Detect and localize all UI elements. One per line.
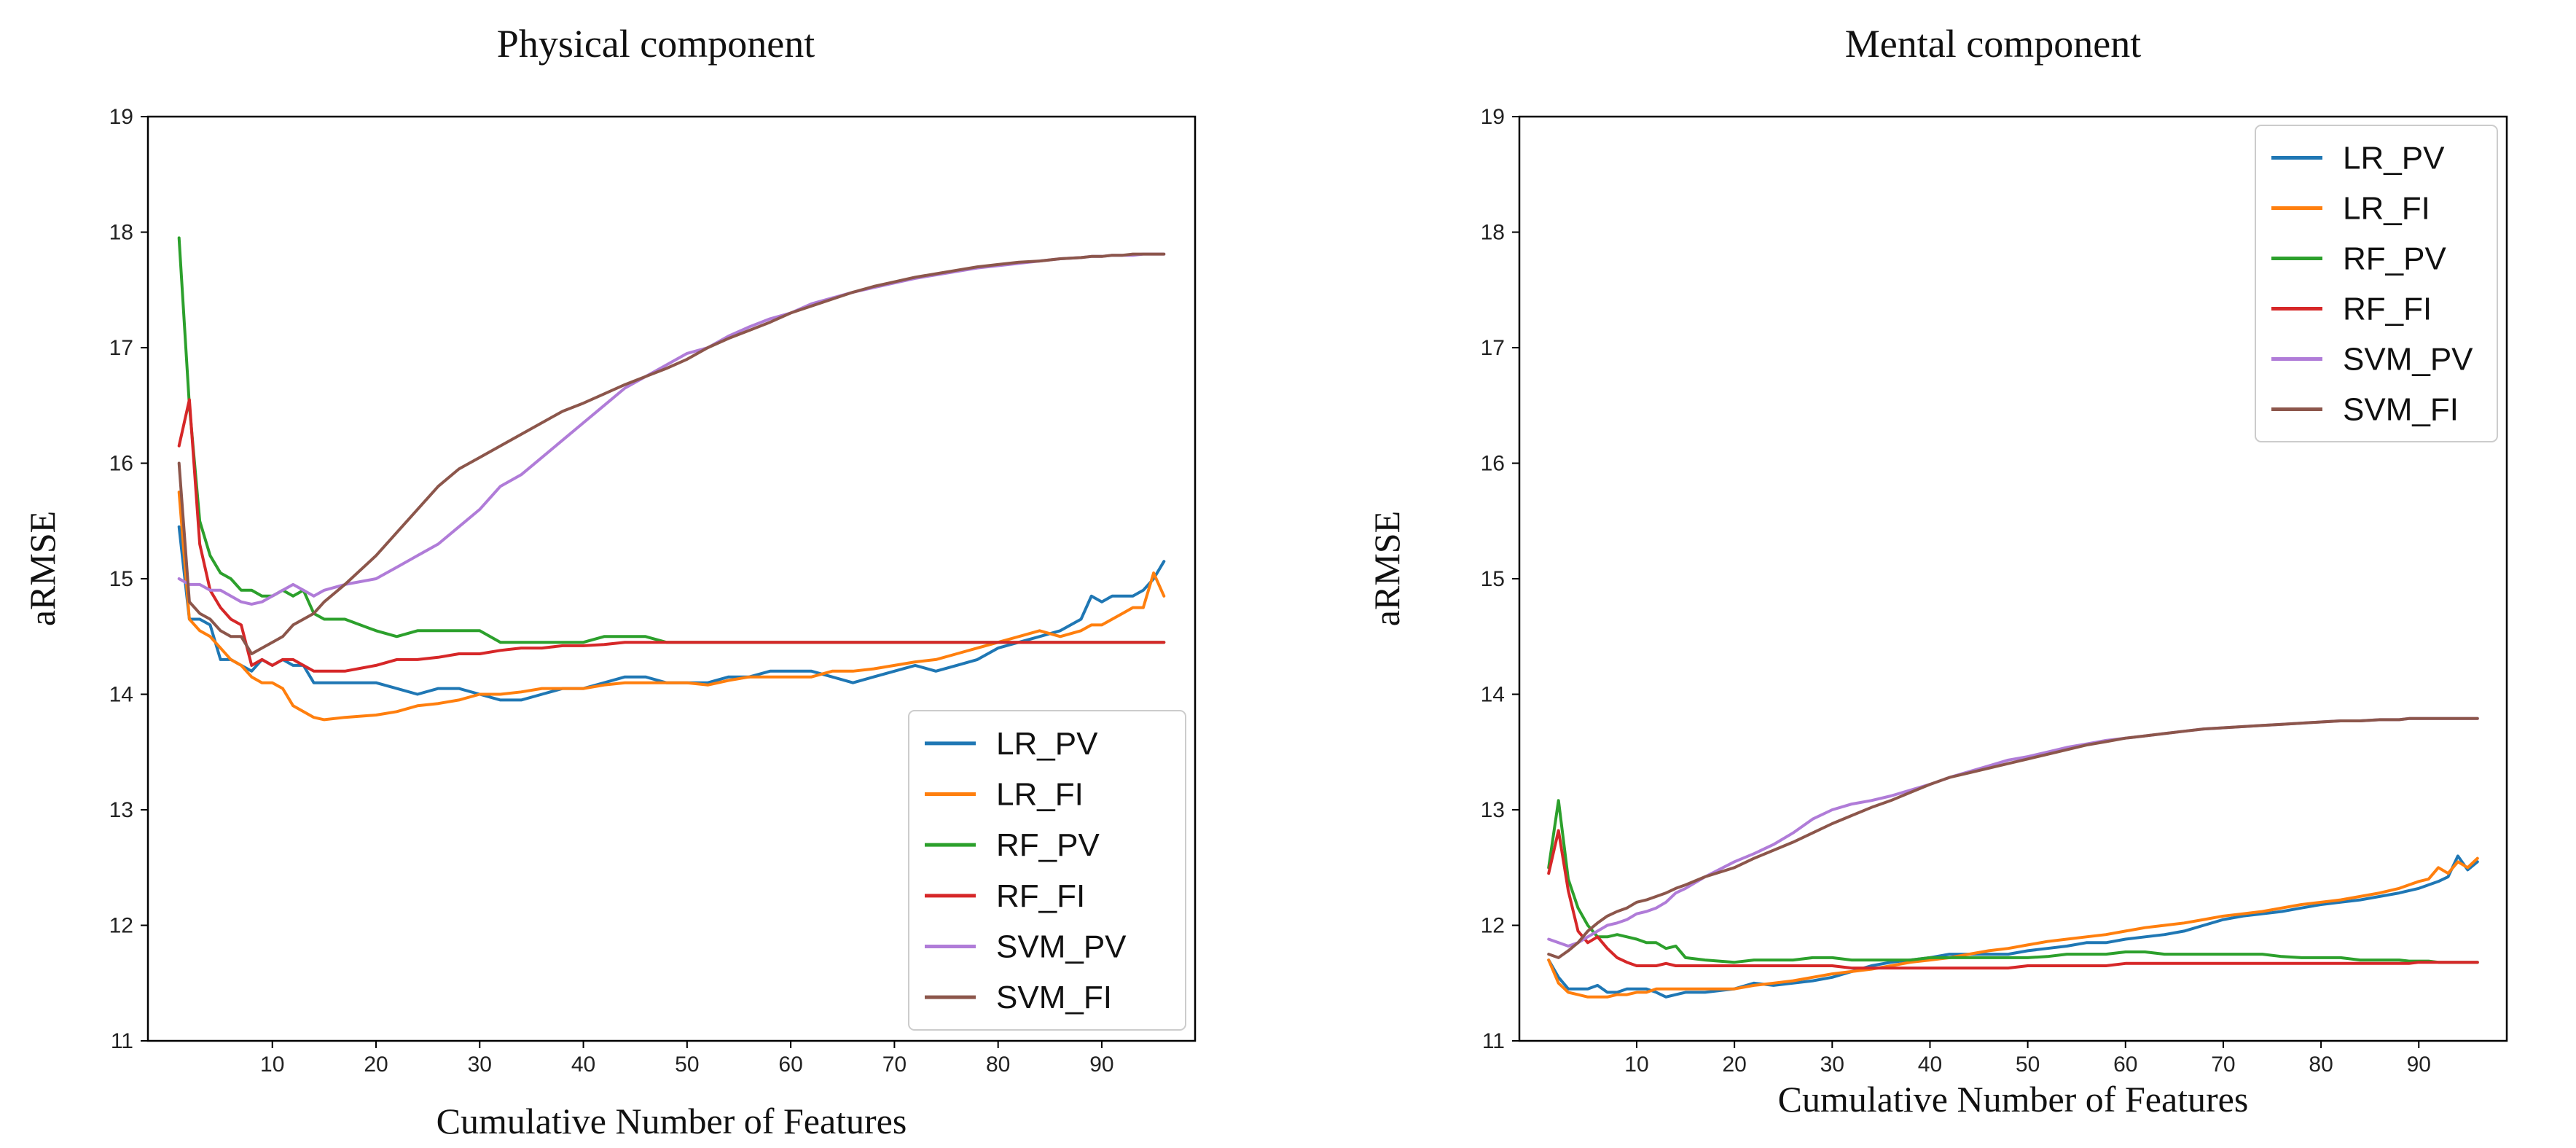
y-tick-label: 19 — [109, 105, 133, 129]
legend-label-svm-fi: SVM_FI — [996, 980, 1112, 1015]
series-line-rf-pv — [1547, 799, 2479, 964]
y-tick-label: 12 — [1481, 914, 1505, 938]
y-tick-label: 17 — [1481, 336, 1505, 360]
y-tick-label: 14 — [1481, 683, 1505, 707]
y-tick-label: 11 — [1482, 1029, 1505, 1053]
y-tick-label: 14 — [109, 683, 133, 707]
y-tick-label: 13 — [1481, 798, 1505, 822]
mental-component-chart: Mental component 11 12 13 14 15 16 17 18 19 10 20 30… — [1366, 22, 2508, 1120]
x-tick-label: 10 — [1624, 1053, 1648, 1077]
legend-label-lr-fi: LR_FI — [2343, 191, 2430, 227]
legend-label-svm-pv: SVM_PV — [2343, 342, 2473, 378]
y-axis-label: aRMSE — [22, 511, 63, 626]
x-tick-label: 20 — [364, 1053, 388, 1077]
y-tick-label: 12 — [109, 914, 133, 938]
y-tick-label: 11 — [111, 1029, 133, 1053]
legend-box — [908, 710, 1186, 1031]
y-axis-label: aRMSE — [1366, 511, 1407, 626]
legend-label-lr-fi: LR_FI — [996, 777, 1084, 813]
x-tick-label: 60 — [2113, 1053, 2137, 1077]
series-line-rf-pv — [177, 236, 1166, 644]
legend-label-svm-fi: SVM_FI — [2343, 392, 2459, 428]
x-tick-label: 50 — [2016, 1053, 2040, 1077]
series-line-svm-fi — [1547, 716, 2479, 959]
legend: LR_PV LR_FI RF_PV RF_FI SVM_PV SVM_FI — [908, 710, 1186, 1031]
series-line-lr-pv — [177, 525, 1166, 702]
series-line-svm-pv — [177, 252, 1166, 606]
series-line-svm-pv — [1547, 716, 2479, 948]
x-tick-label: 90 — [2407, 1053, 2431, 1077]
y-tick-label: 13 — [109, 798, 133, 822]
chart-title: Physical component — [497, 22, 815, 66]
y-tick-label: 17 — [109, 336, 133, 360]
x-tick-label: 80 — [2309, 1053, 2333, 1077]
y-tick-label: 16 — [109, 452, 133, 476]
x-tick-label: 90 — [1089, 1053, 1113, 1077]
y-tick-label: 18 — [109, 221, 133, 245]
x-tick-label: 70 — [882, 1053, 907, 1077]
legend-label-rf-pv: RF_PV — [2343, 241, 2446, 277]
series-line-svm-fi — [177, 252, 1166, 655]
x-tick-label: 60 — [778, 1053, 802, 1077]
legend-label-rf-fi: RF_FI — [2343, 292, 2432, 327]
x-tick-label: 10 — [260, 1053, 284, 1077]
y-tick-label: 19 — [1481, 105, 1505, 129]
y-tick-label: 15 — [109, 567, 133, 591]
x-tick-label: 30 — [468, 1053, 492, 1077]
x-tick-label: 40 — [1918, 1053, 1942, 1077]
legend-label-rf-fi: RF_FI — [996, 878, 1085, 914]
y-tick-label: 16 — [1481, 452, 1505, 476]
legend-label-rf-pv: RF_PV — [996, 827, 1100, 863]
x-tick-label: 40 — [571, 1053, 595, 1077]
x-tick-label: 80 — [986, 1053, 1010, 1077]
x-tick-label: 20 — [1722, 1053, 1746, 1077]
series-line-rf-fi — [177, 398, 1166, 673]
x-tick-label: 50 — [675, 1053, 699, 1077]
series-line-lr-fi — [177, 491, 1166, 722]
legend-label-lr-pv: LR_PV — [996, 726, 1098, 762]
legend-box — [2255, 125, 2498, 442]
series-line-lr-fi — [1547, 856, 2479, 999]
legend-label-lr-pv: LR_PV — [2343, 141, 2445, 176]
legend: LR_PV LR_FI RF_PV RF_FI SVM_PV SVM_FI — [2255, 125, 2498, 442]
y-tick-label: 18 — [1481, 221, 1505, 245]
legend-label-svm-pv: SVM_PV — [996, 929, 1127, 965]
x-axis-label: Cumulative Number of Features — [1778, 1079, 2249, 1120]
y-tick-label: 15 — [1481, 567, 1505, 591]
physical-component-chart: Physical component 11 12 13 14 15 16 17 18 19 10 20… — [22, 22, 1197, 1141]
x-tick-label: 70 — [2211, 1053, 2235, 1077]
x-tick-label: 30 — [1820, 1053, 1844, 1077]
series-line-rf-fi — [1547, 829, 2479, 970]
chart-title: Mental component — [1845, 22, 2141, 66]
x-axis-label: Cumulative Number of Features — [436, 1101, 907, 1141]
series-line-lr-pv — [1547, 854, 2479, 999]
